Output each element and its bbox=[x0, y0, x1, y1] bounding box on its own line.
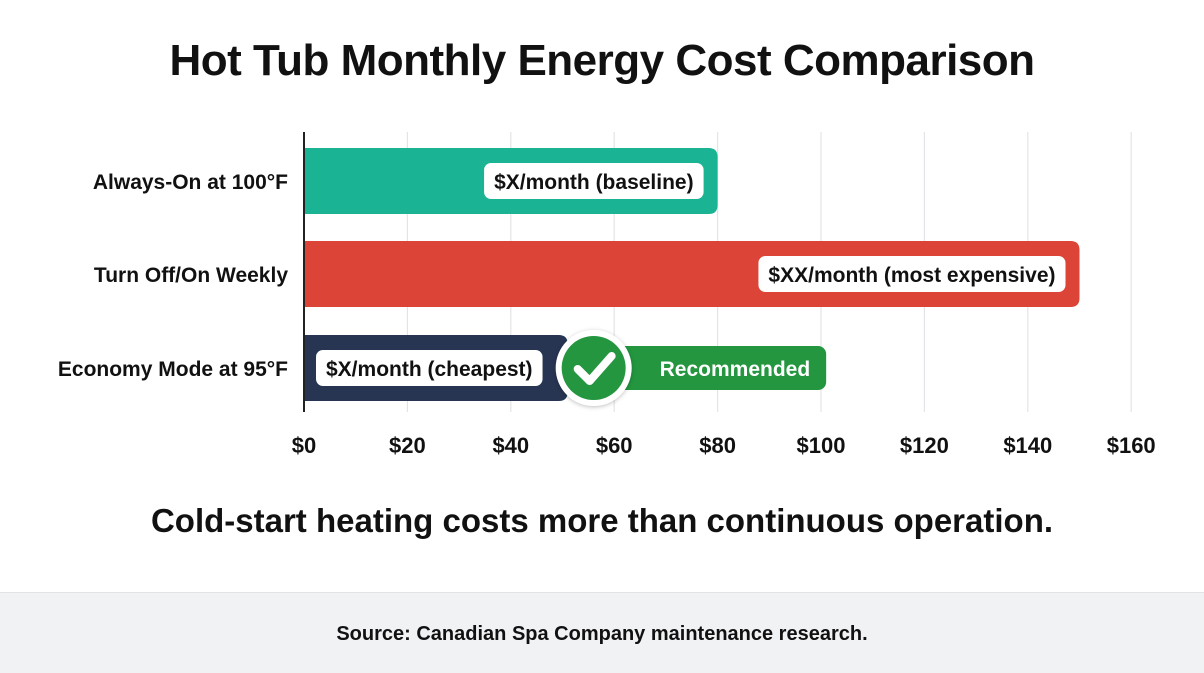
footer: Source: Canadian Spa Company maintenance… bbox=[0, 592, 1204, 673]
x-tick-label: $0 bbox=[292, 433, 316, 458]
source-note: Source: Canadian Spa Company maintenance… bbox=[336, 623, 868, 645]
label-text: $XX/month (most expensive) bbox=[768, 264, 1055, 287]
label-text: $X/month (baseline) bbox=[494, 171, 694, 194]
bar-labels: $X/month (baseline) $XX/month (most expen… bbox=[316, 163, 1066, 386]
x-axis-ticks: $0 $20 $40 $60 $80 $100 $120 $140 $160 bbox=[292, 433, 1156, 458]
x-tick-label: $140 bbox=[1003, 433, 1052, 458]
label-pill bbox=[484, 163, 704, 199]
bar-value-label: $X/month (cheapest) bbox=[316, 350, 543, 386]
label-pill bbox=[316, 350, 543, 386]
x-tick-label: $100 bbox=[797, 433, 846, 458]
x-tick-label: $160 bbox=[1107, 433, 1156, 458]
checkmark-stroke bbox=[573, 352, 616, 385]
bar-chart: $X/month (baseline) $XX/month (most expen… bbox=[58, 132, 1156, 458]
x-tick-label: $120 bbox=[900, 433, 949, 458]
label-text: $X/month (cheapest) bbox=[326, 358, 533, 381]
category-label: Always-On at 100°F bbox=[93, 171, 288, 194]
checkmark-disc bbox=[561, 336, 626, 400]
x-tick-label: $20 bbox=[389, 433, 426, 458]
x-tick-label: $80 bbox=[699, 433, 736, 458]
bar-value-label: $X/month (baseline) bbox=[484, 163, 704, 199]
bar-value-label: $XX/month (most expensive) bbox=[758, 256, 1066, 292]
x-tick-label: $40 bbox=[492, 433, 529, 458]
label-pill bbox=[758, 256, 1066, 292]
category-label: Economy Mode at 95°F bbox=[58, 358, 288, 381]
checkmark-icon bbox=[555, 330, 632, 406]
chart-subtitle: Cold-start heating costs more than conti… bbox=[150, 502, 1054, 539]
category-labels: Always-On at 100°F Turn Off/On Weekly Econ… bbox=[58, 171, 288, 381]
category-label: Turn Off/On Weekly bbox=[94, 264, 288, 287]
chart-title: Hot Tub Monthly Energy Cost Comparison bbox=[169, 36, 1035, 85]
annotation: Recommended bbox=[555, 330, 827, 406]
x-tick-label: $60 bbox=[596, 433, 633, 458]
recommended-label: Recommended bbox=[660, 358, 811, 381]
recommended-badge bbox=[593, 346, 827, 390]
